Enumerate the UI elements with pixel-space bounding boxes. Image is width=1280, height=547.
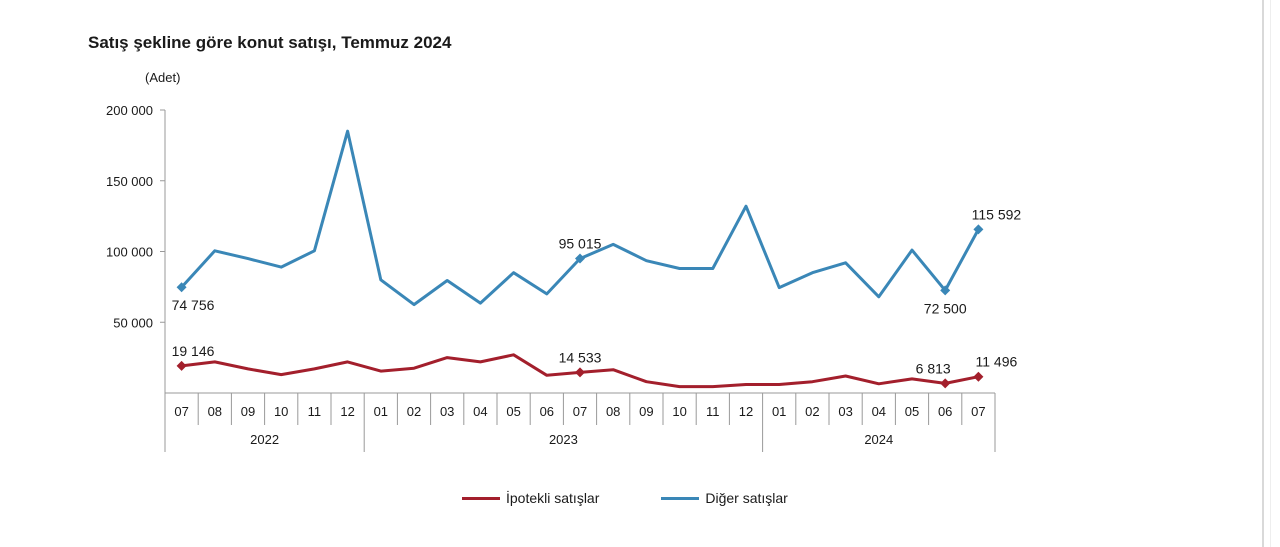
- x-tick-label: 06: [540, 404, 554, 419]
- data-point-marker-ipotekli: [176, 360, 187, 371]
- legend-label-diger: Diğer satışlar: [705, 490, 788, 506]
- legend-item-ipotekli: İpotekli satışlar: [462, 490, 599, 506]
- x-tick-label: 12: [739, 404, 753, 419]
- y-tick-label: 50 000: [113, 315, 153, 330]
- data-label-diger: 74 756: [172, 297, 215, 313]
- chart-title: Satış şekline göre konut satışı, Temmuz …: [88, 33, 452, 52]
- data-point-marker-diger: [575, 253, 585, 264]
- data-label-ipotekli: 19 146: [172, 343, 215, 359]
- y-axis-unit-label: (Adet): [145, 70, 180, 85]
- x-tick-label: 03: [440, 404, 454, 419]
- data-label-diger: 115 592: [972, 206, 1022, 222]
- x-tick-label: 04: [872, 404, 886, 419]
- x-tick-label: 12: [340, 404, 354, 419]
- x-tick-label: 10: [274, 404, 288, 419]
- data-point-marker-ipotekli: [575, 367, 585, 378]
- x-tick-label: 02: [407, 404, 421, 419]
- legend-swatch-diger: [661, 496, 700, 500]
- right-border: [1262, 0, 1264, 547]
- data-label-diger: 72 500: [924, 300, 967, 316]
- x-tick-label: 01: [374, 404, 388, 419]
- data-point-marker-diger: [176, 282, 187, 293]
- y-tick-label: 150 000: [106, 174, 153, 189]
- data-point-marker-ipotekli: [940, 378, 951, 389]
- year-label: 2024: [864, 432, 893, 447]
- year-label: 2023: [549, 432, 578, 447]
- x-tick-label: 05: [506, 404, 520, 419]
- x-tick-label: 11: [308, 404, 322, 419]
- data-label-ipotekli: 11 496: [976, 354, 1018, 370]
- right-border-inner: [1270, 0, 1271, 547]
- data-label-diger: 95 015: [559, 236, 602, 252]
- data-label-ipotekli: 14 533: [559, 349, 602, 365]
- data-point-marker-ipotekli: [973, 371, 984, 382]
- x-tick-label: 06: [938, 404, 952, 419]
- series-line-diger: [180, 129, 980, 307]
- x-tick-label: 07: [573, 404, 587, 419]
- legend-swatch-ipotekli: [462, 496, 500, 500]
- x-tick-label: 07: [971, 404, 985, 419]
- x-tick-label: 03: [838, 404, 852, 419]
- data-point-marker-diger: [940, 285, 951, 296]
- x-tick-label: 05: [905, 404, 919, 419]
- legend-label-ipotekli: İpotekli satışlar: [506, 490, 600, 506]
- data-label-ipotekli: 6 813: [916, 360, 951, 376]
- x-tick-label: 01: [772, 404, 786, 419]
- x-tick-label: 02: [805, 404, 819, 419]
- x-tick-label: 10: [672, 404, 686, 419]
- x-tick-label: 09: [639, 404, 653, 419]
- y-tick-label: 100 000: [106, 245, 153, 260]
- legend: İpotekli satışlar Diğer satışlar: [462, 490, 850, 506]
- x-tick-label: 09: [241, 404, 255, 419]
- data-point-marker-diger: [973, 224, 984, 235]
- legend-item-diger: Diğer satışlar: [661, 490, 788, 506]
- x-tick-label: 04: [473, 404, 487, 419]
- x-tick-label: 08: [208, 404, 222, 419]
- y-tick-label: 200 000: [106, 103, 153, 118]
- year-label: 2022: [250, 432, 279, 447]
- x-tick-label: 08: [606, 404, 620, 419]
- x-tick-label: 07: [174, 404, 188, 419]
- x-tick-label: 11: [706, 404, 720, 419]
